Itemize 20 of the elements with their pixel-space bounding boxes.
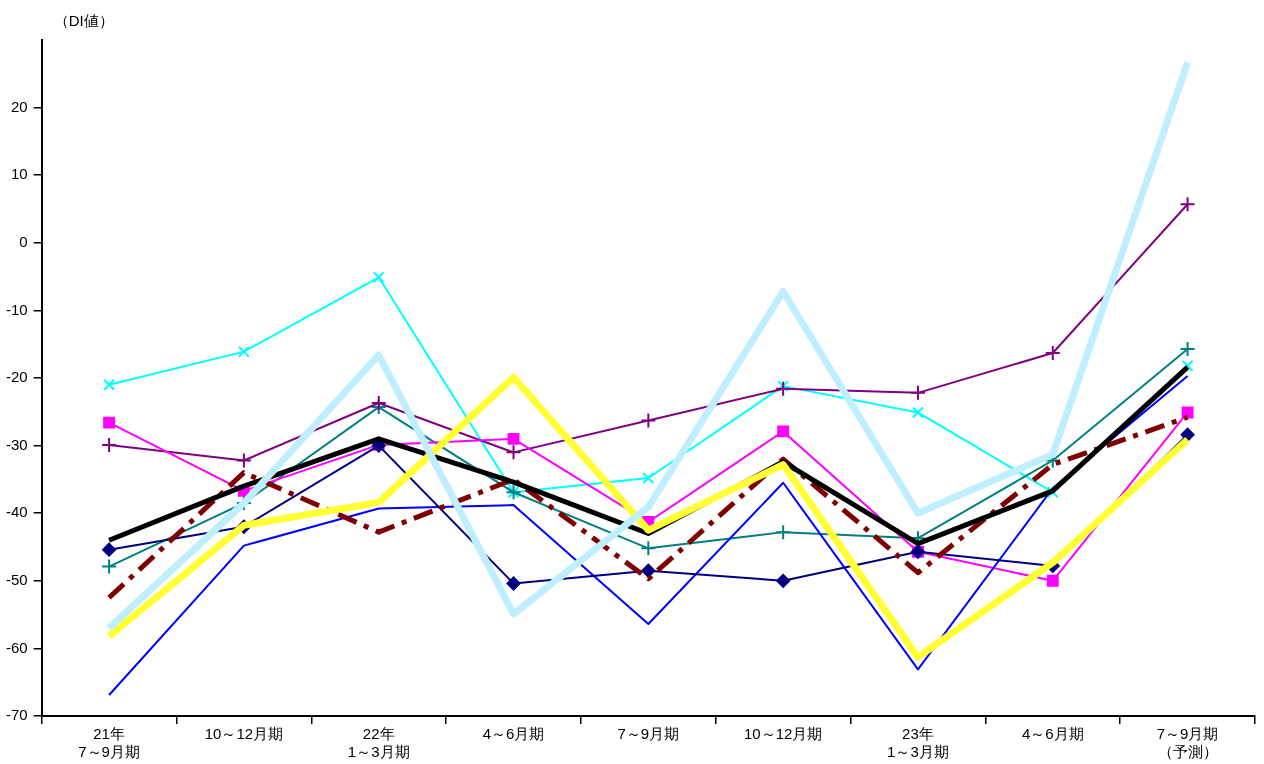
x-tick-label: 7～9月期（予測） — [1156, 725, 1219, 761]
y-tick-label: 0 — [19, 232, 28, 250]
x-tick-label: 7～9月期 — [617, 725, 680, 743]
x-tick-label: 10～12月期 — [743, 725, 823, 743]
y-tick-label: 10 — [10, 165, 28, 183]
y-tick-label: 20 — [10, 97, 28, 115]
x-tick-label: 23年 1～3月期 — [887, 725, 949, 761]
x-tick-label: 4～6月期 — [482, 725, 545, 743]
x-tick-label: 22年 1～3月期 — [347, 725, 410, 761]
y-tick-label: -70 — [5, 706, 28, 724]
x-tick-label: 21年 7～9月期 — [78, 725, 140, 761]
y-tick-label: -40 — [5, 503, 28, 521]
x-tick-label: 10～12月期 — [204, 725, 284, 743]
y-tick-label: -50 — [5, 570, 28, 588]
x-tick-label: 4～6月期 — [1021, 725, 1084, 743]
y-tick-label: -30 — [5, 435, 28, 453]
y-tick-label: -60 — [5, 638, 28, 656]
y-axis-title: （DI値） — [53, 12, 114, 30]
y-tick-label: -20 — [5, 368, 28, 386]
y-tick-label: -10 — [5, 300, 28, 318]
